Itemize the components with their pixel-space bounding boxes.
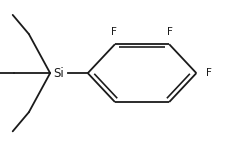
Text: F: F (206, 68, 211, 78)
Text: F: F (167, 27, 173, 37)
Text: Si: Si (54, 67, 64, 80)
Text: F: F (111, 27, 117, 37)
